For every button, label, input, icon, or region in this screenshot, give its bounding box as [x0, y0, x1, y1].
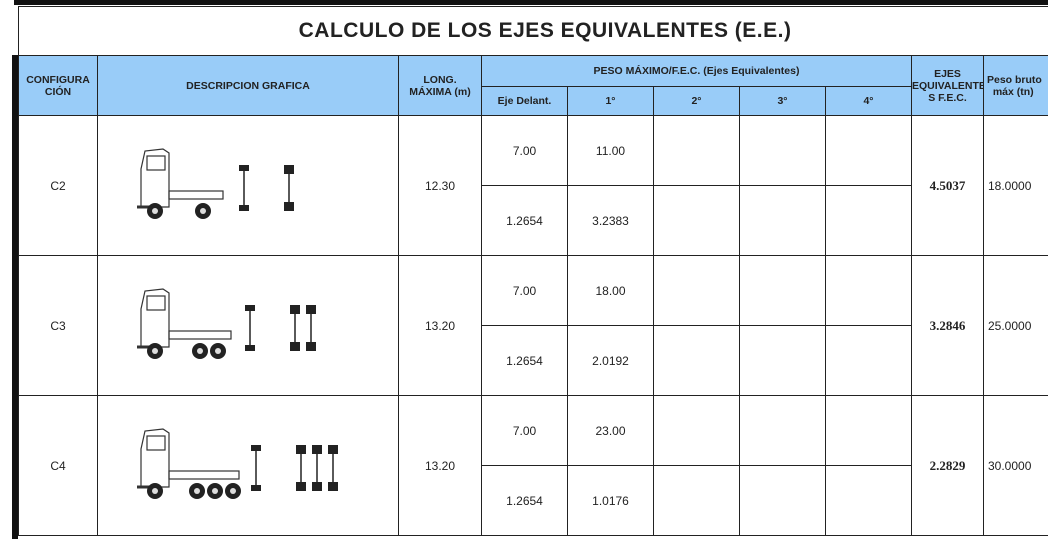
header-text: EJES — [934, 67, 961, 80]
header-gross: Peso bruto máx (tn) — [982, 55, 1048, 116]
max-weight-cell: 18.00 — [567, 255, 654, 326]
description-cell — [97, 395, 399, 536]
truck-part — [140, 148, 170, 208]
truck-part — [230, 488, 236, 494]
header-length: LONG. MÁXIMA (m) — [398, 55, 482, 116]
table-title: CALCULO DE LOS EJES EQUIVALENTES (E.E.) — [18, 6, 1048, 56]
table-row: C3 13.20 7.00 18.00 3.2846 25.0000 — [18, 255, 1048, 396]
sheet: CALCULO DE LOS EJES EQUIVALENTES (E.E.) … — [18, 6, 1048, 539]
empty-cell — [825, 465, 912, 536]
equivalent-cell: 4.5037 — [911, 115, 984, 256]
max-weight-cell: 23.00 — [567, 395, 654, 466]
gross-cell: 18.0000 — [982, 115, 1048, 256]
config-cell: C4 — [18, 395, 98, 536]
fec-cell: 2.0192 — [567, 325, 654, 396]
header-text: máx (tn) — [992, 85, 1034, 98]
truck-part — [212, 488, 218, 494]
header-text: CONFIGURA — [26, 73, 90, 86]
max-weight-cell: 11.00 — [567, 115, 654, 186]
truck-part — [140, 428, 170, 488]
table-row: 1.2654 1.0176 — [19, 465, 1048, 536]
header-text: EQUIVALENTE — [912, 79, 984, 92]
equivalent-cell: 3.2846 — [911, 255, 984, 396]
length-cell: 13.20 — [398, 255, 482, 396]
equivalent-cell: 2.2829 — [911, 395, 984, 536]
table-row: 1.2654 3.2383 — [19, 185, 1048, 256]
empty-cell — [653, 185, 740, 256]
empty-cell — [653, 395, 740, 466]
table-row: C4 13.20 7.00 23.00 2.2829 30.0000 — [18, 395, 1048, 536]
header-axle: 3° — [739, 86, 826, 116]
empty-cell — [739, 395, 826, 466]
ee-table: CALCULO DE LOS EJES EQUIVALENTES (E.E.) … — [18, 6, 1048, 536]
header-weight: PESO MÁXIMO/F.E.C. (Ejes Equivalentes) — [481, 55, 912, 87]
truck-part — [168, 190, 224, 200]
empty-cell — [653, 255, 740, 326]
max-weight-cell: 7.00 — [481, 115, 568, 186]
truck-part — [146, 155, 166, 171]
max-weight-cell: 7.00 — [481, 395, 568, 466]
config-cell: C3 — [18, 255, 98, 396]
truck-part — [152, 348, 158, 354]
empty-cell — [653, 465, 740, 536]
truck-part — [140, 288, 170, 348]
truck-diagram — [137, 148, 294, 219]
empty-cell — [825, 185, 912, 256]
header-axle: 4° — [825, 86, 912, 116]
empty-cell — [739, 115, 826, 186]
gross-cell: 30.0000 — [982, 395, 1048, 536]
header-equivalent: EJES EQUIVALENTE S F.E.C. — [911, 55, 984, 116]
truck-part — [152, 208, 158, 214]
fec-cell: 1.2654 — [481, 185, 568, 256]
truck-part — [215, 348, 221, 354]
header-text: Peso bruto — [987, 73, 1042, 86]
truck-part — [146, 435, 166, 451]
description-cell — [97, 115, 399, 256]
left-border — [12, 55, 18, 539]
empty-cell — [739, 185, 826, 256]
header-text: S F.E.C. — [928, 91, 967, 104]
empty-cell — [653, 325, 740, 396]
truck-part — [168, 470, 240, 480]
truck-part — [152, 488, 158, 494]
config-cell: C2 — [18, 115, 98, 256]
description-cell — [97, 255, 399, 396]
truck-part — [146, 295, 166, 311]
empty-cell — [653, 115, 740, 186]
empty-cell — [739, 325, 826, 396]
header-text: LONG. — [423, 73, 457, 86]
empty-cell — [825, 255, 912, 326]
header-axle: 1° — [567, 86, 654, 116]
length-cell: 13.20 — [398, 395, 482, 536]
fec-cell: 3.2383 — [567, 185, 654, 256]
table-row: 1.2654 2.0192 — [19, 325, 1048, 396]
top-border — [14, 0, 1048, 5]
header-axle: Eje Delant. — [481, 86, 568, 116]
truck-part — [200, 208, 206, 214]
empty-cell — [825, 115, 912, 186]
truck-diagram — [137, 428, 338, 499]
table-row: C2 12.30 7.00 11.00 4.5037 18.0000 — [18, 115, 1048, 256]
fec-cell: 1.2654 — [481, 465, 568, 536]
max-weight-cell: 7.00 — [481, 255, 568, 326]
header-description: DESCRIPCION GRAFICA — [97, 55, 399, 116]
header-config: CONFIGURA CIÓN — [18, 55, 98, 116]
truck-part — [194, 488, 200, 494]
truck-part — [197, 348, 203, 354]
empty-cell — [825, 395, 912, 466]
empty-cell — [739, 465, 826, 536]
fec-cell: 1.0176 — [567, 465, 654, 536]
header-axle: 2° — [653, 86, 740, 116]
length-cell: 12.30 — [398, 115, 482, 256]
empty-cell — [739, 255, 826, 326]
fec-cell: 1.2654 — [481, 325, 568, 396]
header-text: CIÓN — [44, 85, 72, 98]
header-text: MÁXIMA (m) — [409, 85, 471, 98]
truck-part — [168, 330, 232, 340]
gross-cell: 25.0000 — [982, 255, 1048, 396]
empty-cell — [825, 325, 912, 396]
truck-diagram — [137, 288, 316, 359]
